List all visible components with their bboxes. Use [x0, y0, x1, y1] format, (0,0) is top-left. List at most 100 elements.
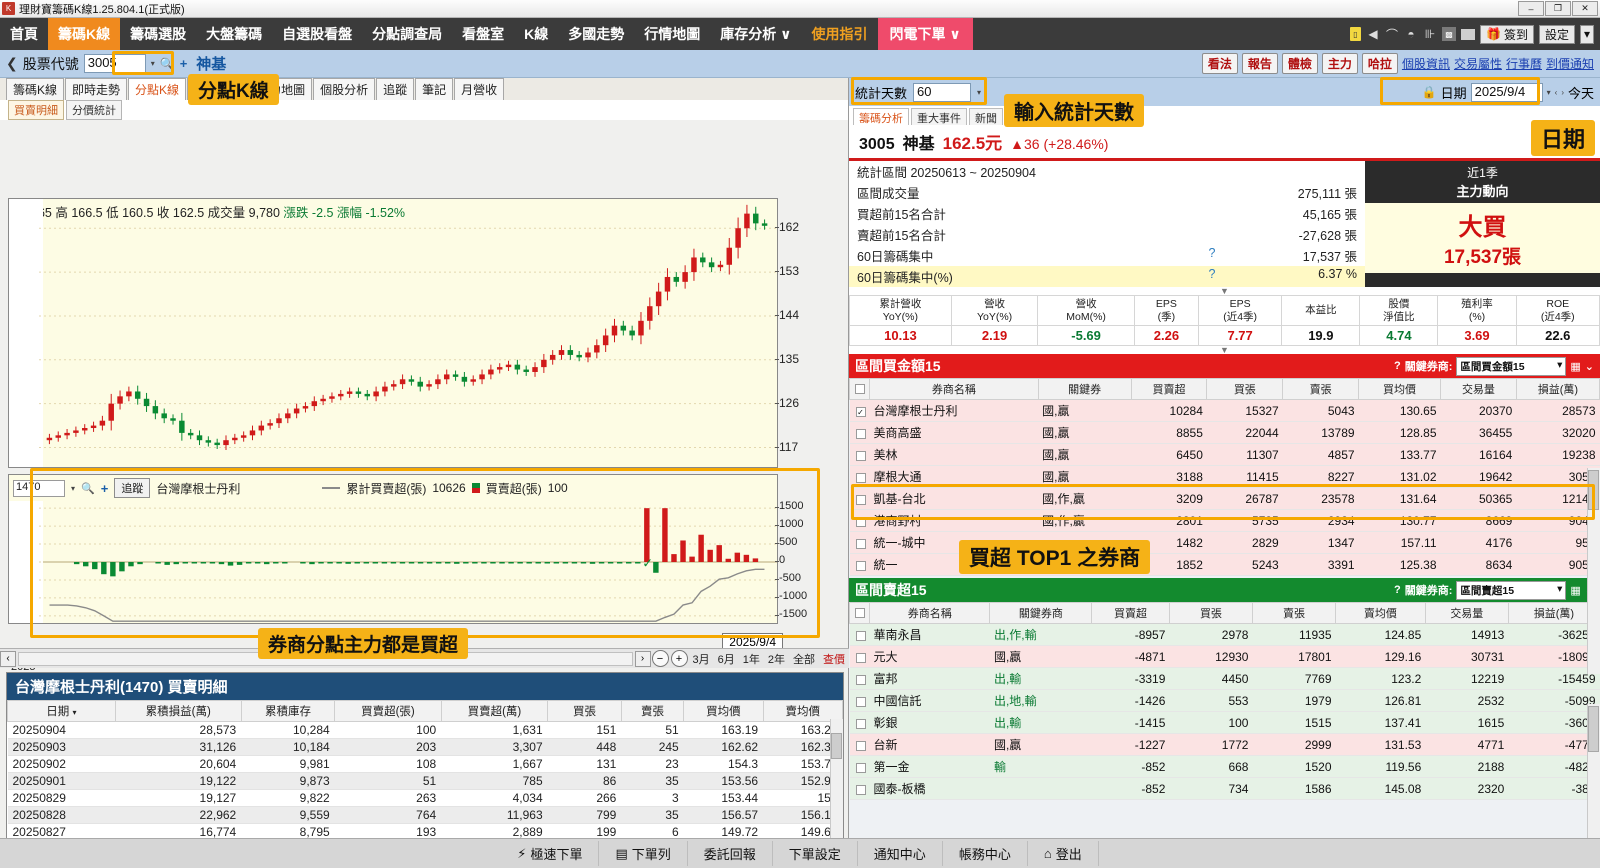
- headset-icon[interactable]: ⌒: [1385, 27, 1398, 42]
- track-button[interactable]: 追蹤: [114, 478, 151, 498]
- chat-button[interactable]: 哈拉: [1361, 53, 1398, 74]
- close-button[interactable]: ✕: [1572, 1, 1598, 16]
- buy-row-col-4[interactable]: 賣張: [1282, 378, 1360, 401]
- nav-item-2[interactable]: 籌碼選股: [130, 26, 187, 42]
- back-chevron-icon[interactable]: ❮: [6, 55, 18, 71]
- tab-branch-kline[interactable]: 分點K線: [128, 78, 187, 100]
- sell-row-checkbox-6[interactable]: [849, 755, 870, 779]
- sell-row-checkbox-5[interactable]: [849, 733, 870, 757]
- buy-key-broker-select[interactable]: 區間買金額15 ▾: [1456, 356, 1567, 376]
- buy-row-col-1[interactable]: 關鍵券: [1037, 378, 1132, 401]
- nav-item-7[interactable]: K線: [524, 26, 549, 42]
- nav-item-10[interactable]: 庫存分析 ∨: [720, 26, 792, 42]
- zoom-in-button[interactable]: +: [670, 650, 688, 667]
- sell-row-col-7[interactable]: 損益(萬): [1507, 602, 1600, 625]
- sell-table-scrollbar[interactable]: [1587, 704, 1600, 868]
- buy-row-col-6[interactable]: 交易量: [1440, 378, 1517, 401]
- buy-row-checkbox-2[interactable]: [849, 443, 870, 467]
- table-row[interactable]: 20250827 16,774 8,795 193 2,889 199 6 149.72 149…: [7, 823, 843, 841]
- detail-col-5[interactable]: 買張: [547, 700, 622, 722]
- stock-code-input[interactable]: 3005: [83, 54, 146, 73]
- subtab-trade-detail[interactable]: 買賣明細: [8, 100, 64, 120]
- link-price-alert[interactable]: 到價通知: [1545, 57, 1594, 71]
- chart-icon[interactable]: ⊪: [1424, 27, 1436, 41]
- stat-days-caret-icon[interactable]: ▾: [977, 87, 982, 97]
- nav-item-4[interactable]: 自選股看盤: [282, 26, 353, 42]
- sell-row-col-3[interactable]: 買張: [1168, 602, 1253, 625]
- range-2y-button[interactable]: 2年: [767, 653, 785, 666]
- megaphone-icon[interactable]: ◀: [1368, 27, 1378, 41]
- broker-add-icon[interactable]: +: [100, 480, 109, 496]
- table-row[interactable]: 摩根大通 國,贏 3188 11415 8227 131.02 19642 30…: [849, 465, 1600, 489]
- nav-item-6[interactable]: 看盤室: [462, 26, 505, 42]
- add-icon[interactable]: +: [179, 56, 188, 71]
- date-next-button[interactable]: ›: [1561, 87, 1564, 97]
- broker-netbuy-chart[interactable]: 1470 ▾ 🔍 + 追蹤 台灣摩根士丹利 累計買賣超(張) 10626 買賣超…: [8, 474, 807, 673]
- nav-item-1[interactable]: 籌碼K線: [48, 18, 121, 50]
- detail-table-scrollbar[interactable]: [830, 719, 843, 868]
- tab-monthly-revenue[interactable]: 月營收: [454, 78, 505, 100]
- detail-col-1[interactable]: 累積損益(萬): [114, 700, 242, 722]
- range-3m-button[interactable]: 3月: [692, 653, 710, 666]
- broker-code-caret-icon[interactable]: ▾: [71, 483, 76, 493]
- nav-item-9[interactable]: 行情地圖: [644, 26, 701, 42]
- statusbar-item-1[interactable]: ▤ 下單列: [599, 841, 688, 866]
- buy-row-checkbox-7[interactable]: [849, 553, 870, 577]
- sell-row-checkbox-1[interactable]: [849, 645, 870, 669]
- tab-realtime[interactable]: 即時走勢: [65, 78, 128, 100]
- sell-grid-icon[interactable]: ▦: [1570, 584, 1581, 597]
- chat-icon[interactable]: ◓: [1407, 27, 1415, 41]
- sell-key-broker-select[interactable]: 區間賣超15 ▾: [1456, 580, 1567, 600]
- sell-help-icon[interactable]: ?: [1393, 584, 1401, 597]
- nav-item-3[interactable]: 大盤籌碼: [206, 26, 263, 42]
- table-row[interactable]: 彰銀 出,輸 -1415 100 1515 137.41 1615 -3602: [849, 711, 1600, 735]
- scroll-right-button[interactable]: ›: [634, 650, 651, 667]
- sell-row-select-all[interactable]: [849, 602, 870, 625]
- buy-table-scrollbar[interactable]: [1587, 468, 1600, 674]
- range-6m-button[interactable]: 6月: [717, 653, 735, 666]
- buy-row-col-2[interactable]: 買賣超: [1130, 378, 1208, 401]
- buy-grid-icon[interactable]: ▦: [1570, 360, 1581, 373]
- range-1y-button[interactable]: 1年: [742, 653, 760, 666]
- note-icon[interactable]: ▯: [1349, 27, 1361, 41]
- sell-row-checkbox-3[interactable]: [849, 689, 870, 713]
- table-row[interactable]: 20250829 19,127 9,822 263 4,034 266 3 153.44 156: [7, 789, 843, 807]
- detail-col-7[interactable]: 買均價: [683, 700, 764, 722]
- table-row[interactable]: 美林 國,贏 6450 11307 4857 133.77 16164 1923…: [849, 443, 1600, 467]
- qr-icon[interactable]: ▩: [1441, 27, 1456, 41]
- search-icon[interactable]: 🔍: [159, 56, 175, 71]
- date-caret-icon[interactable]: ▾: [1546, 87, 1551, 97]
- tab-major-events[interactable]: 重大事件: [911, 108, 967, 125]
- tab-track[interactable]: 追蹤: [376, 78, 415, 100]
- stock-code-caret-icon[interactable]: ▾: [150, 59, 155, 68]
- settings-button[interactable]: 設定: [1538, 24, 1575, 44]
- tab-notes[interactable]: 筆記: [415, 78, 454, 100]
- checkup-button[interactable]: 體檢: [1281, 53, 1318, 74]
- range-all-button[interactable]: 全部: [793, 653, 815, 666]
- sell-row-col-2[interactable]: 買賣超: [1091, 602, 1170, 625]
- sell-row-col-0[interactable]: 券商名稱: [868, 602, 991, 625]
- tab-stock-analysis[interactable]: 個股分析: [313, 78, 376, 100]
- statusbar-item-3[interactable]: 下單設定: [773, 841, 858, 866]
- nav-item-0[interactable]: 首頁: [10, 26, 38, 42]
- buy-row-checkbox-1[interactable]: [849, 421, 870, 445]
- settings-caret[interactable]: ▾: [1579, 24, 1594, 44]
- detail-col-8[interactable]: 賣均價: [762, 700, 844, 722]
- date-prev-button[interactable]: ‹: [1554, 87, 1558, 97]
- nav-item-8[interactable]: 多國走勢: [568, 26, 625, 42]
- table-row[interactable]: 美商高盛 國,贏 8855 22044 13789 128.85 36455 3…: [849, 421, 1600, 445]
- statusbar-item-6[interactable]: ⌂ 登出: [1028, 841, 1099, 866]
- table-row[interactable]: 華南永昌 出,作,輸 -8957 2978 11935 124.85 14913…: [849, 623, 1600, 647]
- table-row[interactable]: 20250901 19,122 9,873 51 785 86 35 153.56 152.91: [7, 772, 843, 790]
- mainforce-button[interactable]: 主力: [1321, 53, 1358, 74]
- collapse-caret-bottom-icon[interactable]: ▼: [849, 346, 1600, 355]
- stat-days-input[interactable]: 60: [913, 82, 972, 102]
- sell-row-checkbox-2[interactable]: [849, 667, 870, 691]
- sell-row-col-5[interactable]: 賣均價: [1335, 602, 1426, 625]
- nav-item-11[interactable]: 使用指引: [811, 26, 868, 42]
- candlestick-chart[interactable]: 開 165 高 166.5 低 160.5 收 162.5 成交量 9,780 …: [8, 198, 799, 468]
- reprice-button[interactable]: 查價: [823, 653, 845, 666]
- sell-row-checkbox-0[interactable]: [849, 623, 870, 647]
- window-icon[interactable]: [1460, 28, 1475, 40]
- detail-col-3[interactable]: 買賣超(張): [334, 700, 442, 722]
